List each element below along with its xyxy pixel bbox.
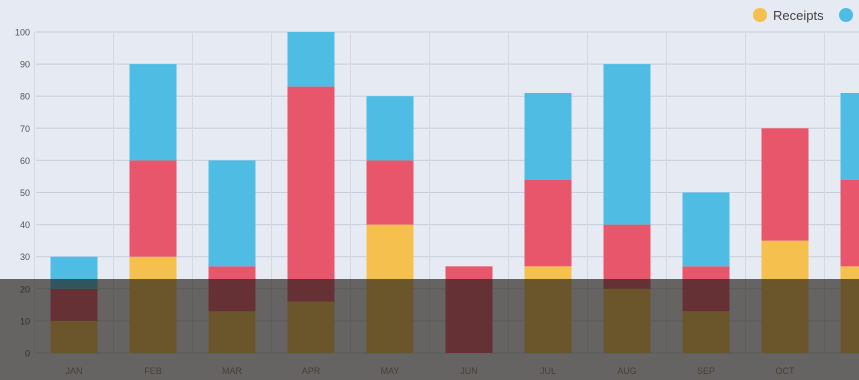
y-tick-label: 80 [20,92,30,102]
y-tick-label: 40 [20,220,30,230]
legend-swatch-receipts [753,8,767,22]
y-tick-label: 90 [20,60,30,70]
bar-segment-series-3 [682,192,730,267]
bar-segment-series-2 [366,160,414,225]
bar-segment-series-2 [287,86,335,302]
bar-segment-series-2 [603,224,651,289]
legend: Receipts [753,8,853,23]
y-tick-label: 100 [15,28,30,38]
bar-segment-series-2 [761,128,809,241]
bar-segment-series-3 [287,32,335,87]
bar-segment-series-3 [840,92,859,180]
y-tick-label: 50 [20,188,30,198]
bar-segment-series-2 [129,160,177,257]
bar-segment-series-2 [840,179,859,267]
legend-label-receipts: Receipts [773,8,824,23]
legend-swatch-series-3 [839,8,853,22]
y-tick-label: 60 [20,156,30,166]
bar-segment-series-3 [208,160,256,267]
bar-segment-series-3 [603,64,651,225]
dark-overlay [0,279,859,380]
y-tick-label: 70 [20,124,30,134]
y-tick-label: 30 [20,252,30,262]
bar-segment-series-2 [524,179,572,267]
bar-segment-series-3 [524,92,572,180]
bar-segment-series-3 [366,96,414,161]
bar-segment-series-3 [129,64,177,161]
